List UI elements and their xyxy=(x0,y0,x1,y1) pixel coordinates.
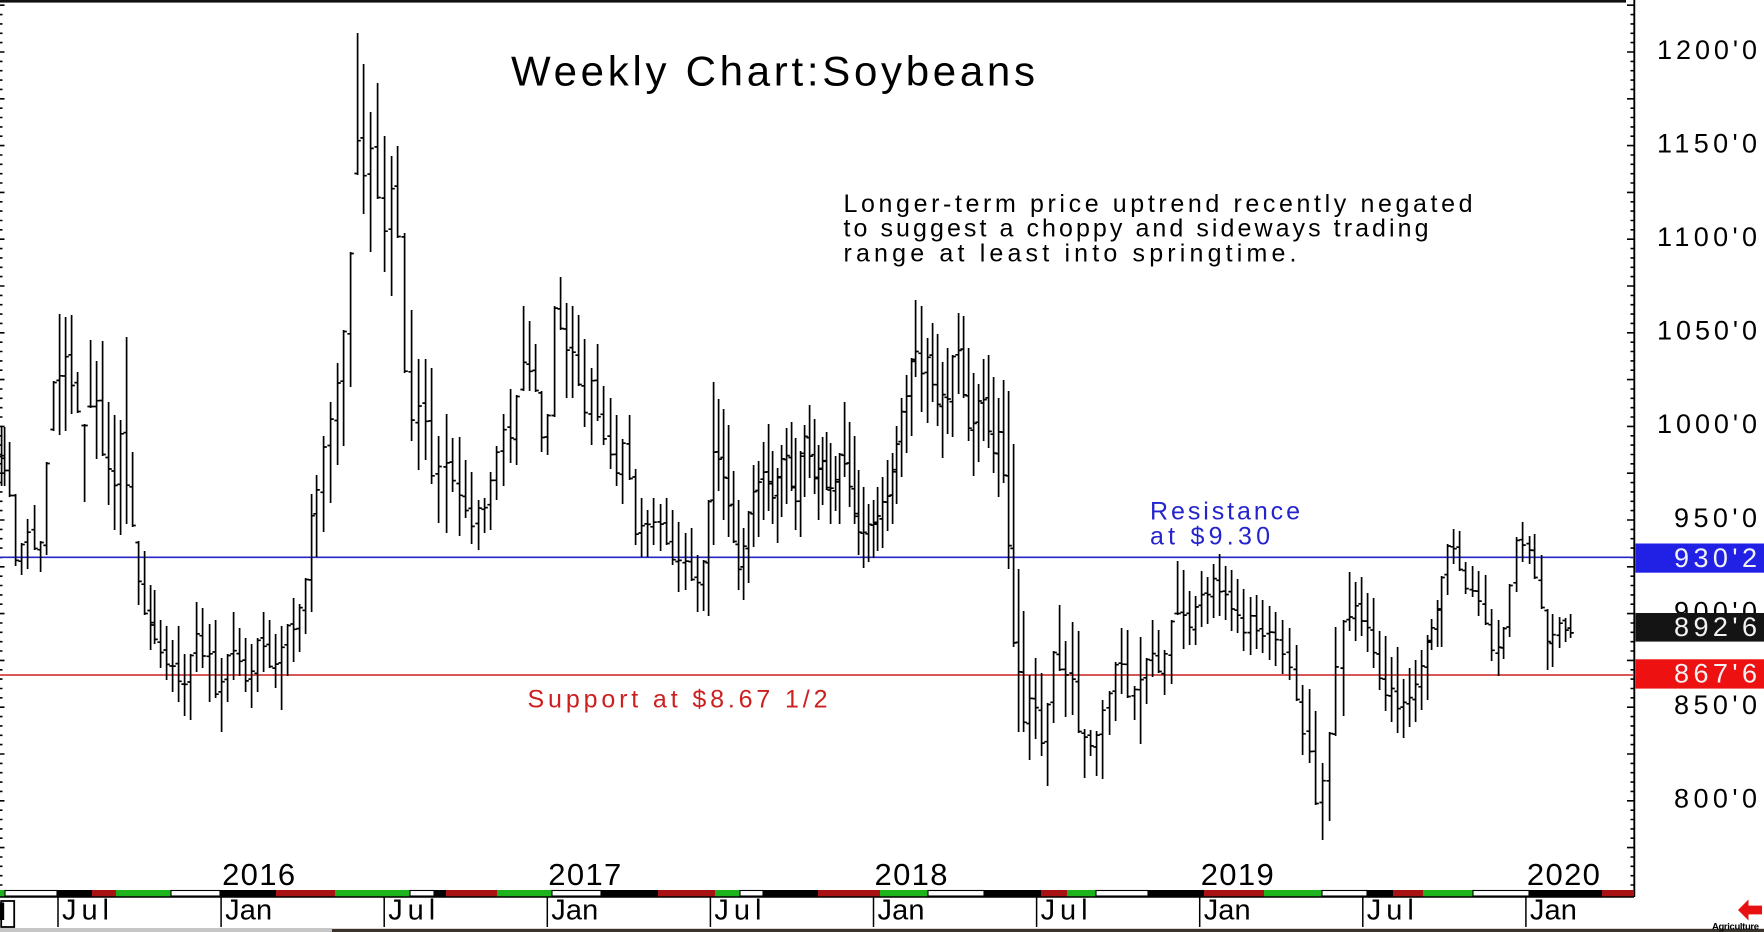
svg-text:800'0: 800'0 xyxy=(1674,784,1757,814)
svg-text:Agriculture: Agriculture xyxy=(1712,922,1759,932)
svg-text:2018: 2018 xyxy=(875,857,948,892)
svg-text:range at least into springtime: range at least into springtime. xyxy=(844,239,1297,267)
svg-text:Jan: Jan xyxy=(225,895,272,927)
svg-text:Jan: Jan xyxy=(551,895,598,927)
svg-text:Jul: Jul xyxy=(714,895,761,927)
svg-text:Weekly Chart:Soybeans: Weekly Chart:Soybeans xyxy=(511,48,1035,95)
svg-text:930'2: 930'2 xyxy=(1674,543,1757,573)
svg-text:Jan: Jan xyxy=(878,895,925,927)
svg-text:Jul: Jul xyxy=(388,895,435,927)
svg-text:2016: 2016 xyxy=(222,857,295,892)
svg-text:2020: 2020 xyxy=(1527,857,1600,892)
svg-text:867'6: 867'6 xyxy=(1674,659,1757,689)
svg-text:1000'0: 1000'0 xyxy=(1657,409,1757,439)
svg-text:Jul: Jul xyxy=(62,895,109,927)
svg-text:892'6: 892'6 xyxy=(1674,612,1757,642)
svg-text:Jul: Jul xyxy=(1041,895,1088,927)
svg-text:Longer-term price uptrend rece: Longer-term price uptrend recently negat… xyxy=(844,190,1473,218)
svg-text:Jul: Jul xyxy=(1367,895,1414,927)
svg-text:Jan: Jan xyxy=(1530,895,1577,927)
svg-text:Support at $8.67 1/2: Support at $8.67 1/2 xyxy=(528,686,828,714)
svg-text:950'0: 950'0 xyxy=(1674,503,1757,533)
svg-text:1200'0: 1200'0 xyxy=(1657,35,1757,65)
svg-text:at $9.30: at $9.30 xyxy=(1150,523,1270,551)
svg-text:1050'0: 1050'0 xyxy=(1657,316,1757,346)
svg-text:2019: 2019 xyxy=(1201,857,1274,892)
svg-text:850'0: 850'0 xyxy=(1674,690,1757,720)
svg-text:2017: 2017 xyxy=(548,857,621,892)
svg-text:Jan: Jan xyxy=(1204,895,1251,927)
